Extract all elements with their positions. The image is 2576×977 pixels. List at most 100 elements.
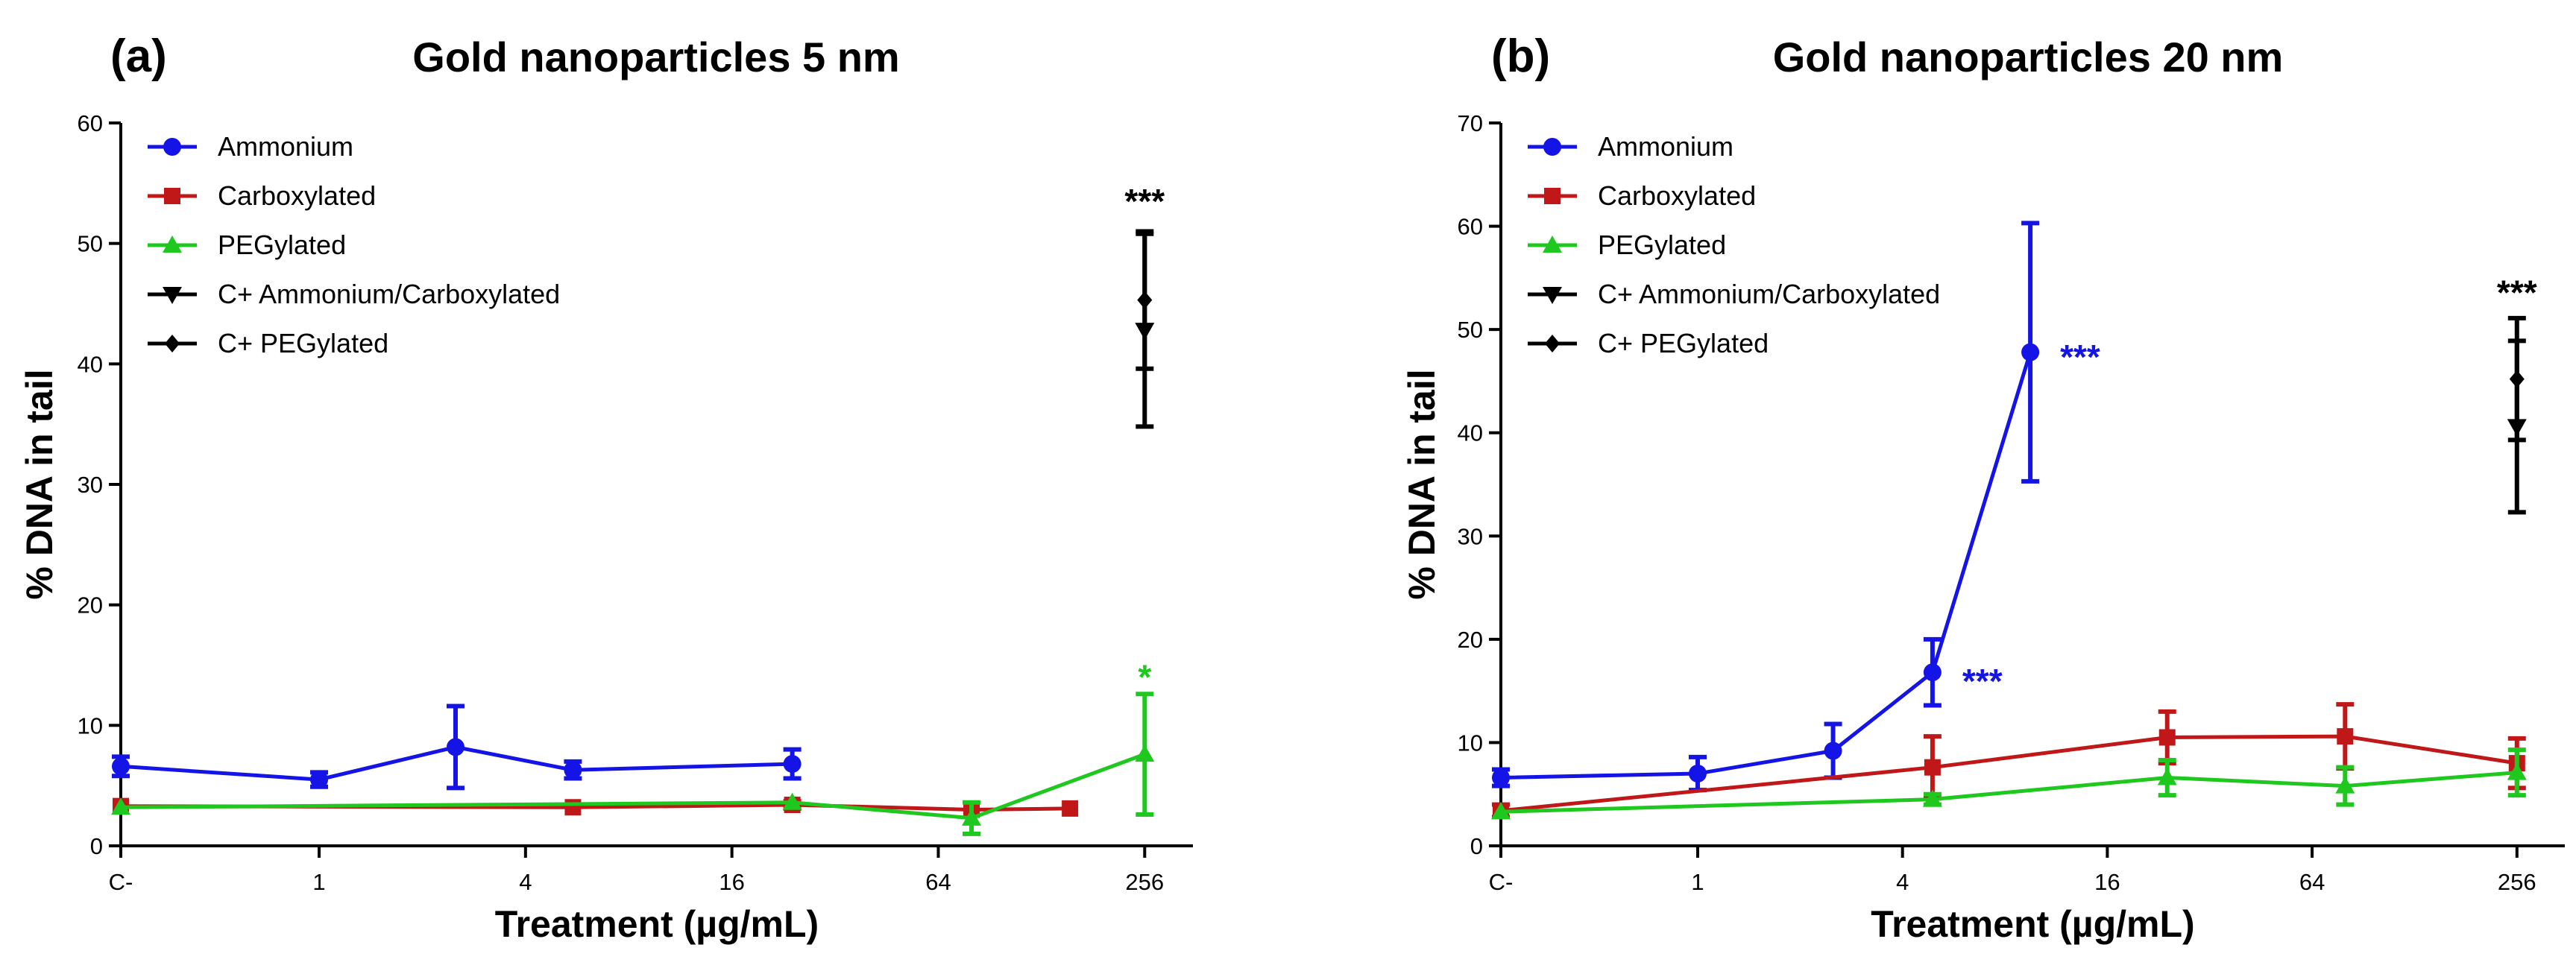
data-point	[1492, 768, 1510, 787]
legend-marker	[163, 235, 182, 253]
data-point	[1491, 802, 1511, 820]
chart-title: Gold nanoparticles 20 nm	[1773, 34, 2284, 80]
significance-annotation: *	[1138, 658, 1151, 697]
data-point	[1824, 742, 1842, 760]
y-tick-label: 70	[1458, 110, 1483, 136]
y-tick-label: 50	[78, 231, 103, 257]
series-ammonium	[1492, 221, 2040, 793]
legend-label: C+ PEGylated	[1598, 328, 1769, 358]
series-line	[1500, 771, 2517, 814]
panel-label: (a)	[110, 31, 167, 82]
data-point	[1922, 789, 1942, 807]
chart-title: Gold nanoparticles 5 nm	[412, 34, 899, 80]
y-tick-label: 30	[1458, 523, 1483, 549]
legend-marker	[1543, 287, 1562, 304]
data-point	[1135, 744, 1155, 762]
y-tick-label: 40	[1458, 420, 1483, 446]
series-ammonium	[112, 703, 802, 791]
data-point	[564, 761, 582, 780]
legend-label: C+ Ammonium/Carboxylated	[218, 279, 560, 309]
x-tick-label: 16	[2094, 869, 2120, 895]
legend-item-c-ammonium-carboxylated: C+ Ammonium/Carboxylated	[1528, 279, 1940, 309]
y-axis-title: % DNA in tail	[1401, 369, 1443, 599]
legend-item-carboxylated: Carboxylated	[148, 180, 376, 211]
legend-label: Carboxylated	[1598, 180, 1756, 211]
legend-item-c-pegylated: C+ PEGylated	[1528, 328, 1769, 358]
y-tick-label: 10	[78, 712, 103, 739]
legend-label: PEGylated	[1598, 230, 1726, 260]
legend-marker	[164, 188, 180, 204]
legend-label: Ammonium	[1598, 131, 1733, 162]
data-point	[564, 799, 582, 816]
y-tick-label: 20	[1458, 627, 1483, 653]
series-pegylated	[111, 692, 1155, 836]
y-tick-label: 30	[78, 472, 103, 498]
legend-marker	[165, 335, 180, 352]
data-point	[446, 738, 465, 756]
legend-item-pegylated: PEGylated	[148, 230, 346, 260]
data-point	[1923, 663, 1942, 682]
y-tick-label: 50	[1458, 317, 1483, 343]
panel-label: (b)	[1491, 31, 1550, 82]
legend-label: C+ PEGylated	[218, 328, 388, 358]
data-point	[111, 797, 130, 815]
legend: Ammonium Carboxylated PEGylated C+ Ammonium…	[148, 131, 560, 358]
significance-annotation: ***	[1962, 662, 2003, 701]
y-tick-label: 40	[78, 351, 103, 377]
legend-marker	[1545, 335, 1560, 352]
x-tick-label: 4	[1896, 869, 1909, 895]
legend: Ammonium Carboxylated PEGylated C+ Ammonium…	[1528, 131, 1940, 358]
data-point	[2507, 762, 2527, 780]
data-point	[2335, 776, 2355, 794]
legend-item-c-ammonium-carboxylated: C+ Ammonium/Carboxylated	[148, 279, 560, 309]
data-point	[2337, 728, 2354, 745]
x-tick-label: C-	[109, 869, 133, 895]
chart-panel-a: 0 10 20 30 40 50 60 C- 1 4 16 64 256 (a) Gold nanopart…	[19, 31, 1193, 945]
x-tick-label: 4	[519, 869, 532, 895]
x-tick-label: 1	[312, 869, 325, 895]
y-axis-title: % DNA in tail	[19, 369, 60, 599]
data-point	[962, 808, 982, 826]
significance-annotation: ***	[1124, 182, 1165, 221]
y-tick-label: 60	[78, 110, 103, 136]
legend-label: PEGylated	[218, 230, 346, 260]
x-tick-label: 1	[1691, 869, 1704, 895]
y-tick-label: 0	[90, 833, 103, 859]
series-c-pegylated	[2507, 315, 2526, 443]
legend-item-carboxylated: Carboxylated	[1528, 180, 1756, 211]
significance-annotation: ***	[2497, 273, 2537, 312]
legend-marker	[1544, 188, 1561, 204]
y-tick-label: 0	[1470, 833, 1483, 859]
series-carboxylated	[1492, 702, 2526, 820]
data-point	[2021, 343, 2040, 361]
data-point	[1137, 291, 1153, 309]
y-tick-label: 10	[1458, 730, 1483, 756]
series-line	[120, 752, 1146, 821]
data-point	[2509, 370, 2525, 388]
legend-label: Carboxylated	[218, 180, 376, 211]
data-point	[2158, 729, 2176, 746]
legend-item-c-pegylated: C+ PEGylated	[148, 328, 388, 358]
data-point	[782, 792, 802, 810]
series-pegylated	[1491, 747, 2527, 820]
y-tick-label: 20	[78, 592, 103, 619]
chart-panel-b: 0 10 20 30 40 50 60 70 C- 1 4 16 64 256 (b) Gold nanopa…	[1401, 31, 2565, 945]
legend-label: Ammonium	[218, 131, 353, 162]
legend-item-ammonium: Ammonium	[1528, 131, 1733, 162]
data-point	[783, 755, 802, 774]
data-point	[112, 757, 130, 776]
x-axis-title: Treatment (µg/mL)	[495, 903, 819, 945]
legend-label: C+ Ammonium/Carboxylated	[1598, 279, 1940, 309]
legend-item-ammonium: Ammonium	[148, 131, 353, 162]
legend-item-pegylated: PEGylated	[1528, 230, 1726, 260]
x-tick-label: C-	[1489, 869, 1514, 895]
data-point	[1062, 800, 1079, 817]
x-axis-title: Treatment (µg/mL)	[1871, 903, 2194, 945]
data-point	[310, 771, 329, 789]
series-line	[1500, 351, 2032, 780]
data-point	[1688, 765, 1707, 782]
x-tick-label: 64	[925, 869, 951, 895]
data-point	[1924, 759, 1941, 776]
legend-marker	[163, 138, 181, 156]
